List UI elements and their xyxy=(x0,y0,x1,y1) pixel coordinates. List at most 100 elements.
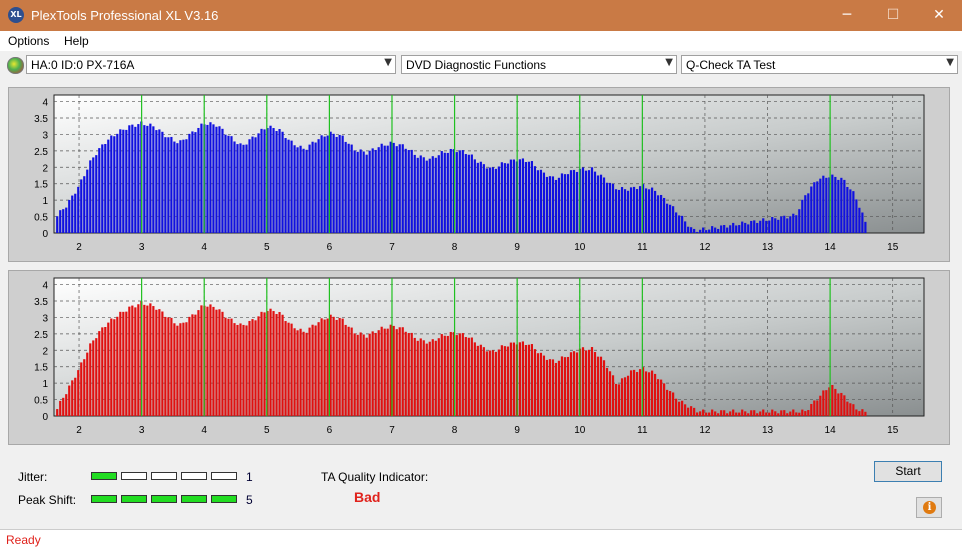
data-bar xyxy=(608,371,612,416)
data-bar xyxy=(131,124,134,233)
data-bar xyxy=(708,229,711,233)
data-bar xyxy=(65,394,68,416)
data-bar xyxy=(332,133,335,233)
menu-options[interactable]: Options xyxy=(8,34,50,48)
data-bar xyxy=(257,133,260,233)
data-bar xyxy=(77,186,80,233)
data-bar xyxy=(68,385,71,416)
x-tick-label: 6 xyxy=(327,242,333,253)
data-bar xyxy=(194,132,197,233)
drive-status-icon xyxy=(7,57,24,74)
data-bar xyxy=(353,150,356,233)
data-bar xyxy=(777,219,780,233)
data-bar xyxy=(404,331,407,416)
data-bar xyxy=(119,311,122,416)
data-bar xyxy=(593,352,597,416)
data-bar xyxy=(176,143,179,233)
x-tick-label: 5 xyxy=(264,242,270,253)
data-bar xyxy=(290,140,293,233)
close-button[interactable]: ✕ xyxy=(933,7,945,23)
data-bar xyxy=(431,156,434,233)
function-select-value: DVD Diagnostic Functions xyxy=(406,58,547,72)
data-bar xyxy=(509,342,512,416)
data-bar xyxy=(110,135,113,233)
data-bar xyxy=(744,411,747,416)
ta-quality-value: Bad xyxy=(354,489,381,505)
data-bar xyxy=(831,385,834,416)
data-bar xyxy=(383,328,386,416)
test-select[interactable]: Q-Check TA Test ▼ xyxy=(681,55,958,74)
data-bar xyxy=(248,139,251,233)
data-bar xyxy=(212,124,215,233)
data-bar xyxy=(792,409,795,416)
data-bar xyxy=(663,197,666,233)
data-bar xyxy=(753,220,756,233)
data-bar xyxy=(338,134,341,233)
title-bar: XL PlexTools Professional XL V3.16 ─ ☐ ✕ xyxy=(0,0,962,31)
menu-help[interactable]: Help xyxy=(64,34,89,48)
data-bar xyxy=(590,347,594,416)
data-bar xyxy=(816,181,819,233)
data-bar xyxy=(735,412,738,416)
data-bar xyxy=(696,231,699,233)
data-bar xyxy=(861,212,864,233)
x-tick-label: 15 xyxy=(887,242,899,253)
drive-select[interactable]: HA:0 ID:0 PX-716A ▼ xyxy=(26,55,396,74)
data-bar xyxy=(326,135,329,233)
data-bar xyxy=(299,145,302,233)
data-bar xyxy=(548,359,552,416)
data-bar xyxy=(101,144,104,233)
data-bar xyxy=(164,316,167,416)
data-bar xyxy=(729,225,732,233)
data-bar xyxy=(527,161,531,233)
data-bar xyxy=(777,413,780,416)
data-bar xyxy=(659,194,663,233)
data-bar xyxy=(125,129,128,233)
data-bar xyxy=(398,144,401,233)
data-bar xyxy=(678,401,681,416)
data-bar xyxy=(317,139,320,233)
data-bar xyxy=(641,184,645,233)
data-bar xyxy=(804,195,807,233)
y-tick-label: 1 xyxy=(42,196,48,207)
minimize-button[interactable]: ─ xyxy=(842,7,852,23)
data-bar xyxy=(467,154,470,233)
function-select[interactable]: DVD Diagnostic Functions ▼ xyxy=(401,55,677,74)
x-tick-label: 15 xyxy=(887,425,899,436)
data-bar xyxy=(729,411,732,416)
data-bar xyxy=(620,378,624,416)
data-bar xyxy=(747,413,750,416)
start-button[interactable]: Start xyxy=(874,461,942,482)
data-bar xyxy=(104,326,107,416)
data-bar xyxy=(840,392,843,416)
data-bar xyxy=(437,338,440,416)
data-bar xyxy=(242,324,245,416)
data-bar xyxy=(699,229,702,233)
data-bar xyxy=(575,171,579,233)
data-bar xyxy=(260,128,263,233)
data-bar xyxy=(239,323,242,416)
jitter-chart-panel: 0 0.5 1 1.5 2 2.5 3 3.5 4 2 3 4 5 6 7 8 9 10 11 12 13 14 15 xyxy=(8,87,950,262)
data-bar xyxy=(732,222,735,233)
data-bar xyxy=(263,312,266,416)
maximize-button[interactable]: ☐ xyxy=(886,7,900,23)
data-bar xyxy=(858,411,861,416)
data-bar xyxy=(741,409,744,416)
y-tick-label: 0 xyxy=(42,412,48,423)
data-bar xyxy=(509,159,512,233)
data-bar xyxy=(536,170,540,233)
data-bar xyxy=(864,411,867,416)
data-bar xyxy=(587,170,591,233)
data-bar xyxy=(440,151,443,233)
data-bar xyxy=(756,222,759,233)
data-bar xyxy=(359,149,362,233)
data-bar xyxy=(428,158,431,233)
info-button[interactable]: i xyxy=(916,497,942,518)
y-tick-label: 2.5 xyxy=(34,147,48,158)
x-tick-label: 11 xyxy=(637,425,648,436)
peak-shift-chart: 0 0.5 1 1.5 2 2.5 3 3.5 4 2 3 4 5 6 7 8 9 10 11 12 13 14 15 xyxy=(34,277,925,436)
data-bar xyxy=(557,360,561,416)
data-bar xyxy=(687,407,690,416)
data-bar xyxy=(738,412,741,416)
data-bar xyxy=(101,327,104,416)
